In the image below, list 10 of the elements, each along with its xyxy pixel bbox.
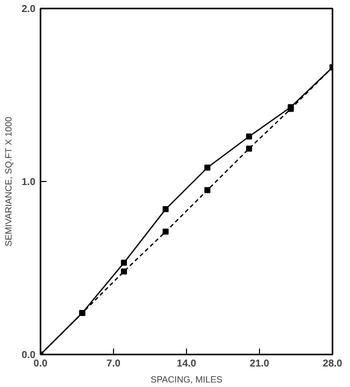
x-tick-label: 7.0 <box>106 358 121 370</box>
x-tick-label: 21.0 <box>250 358 270 370</box>
y-tick-label: 2.0 <box>22 4 36 15</box>
x-tick-label: 0.0 <box>34 358 48 370</box>
x-tick-label: 14.0 <box>176 358 197 370</box>
x-tick-label: 28.0 <box>322 358 343 370</box>
x-axis-title: SPACING, MILES <box>150 374 222 384</box>
y-axis-title: SEMIVARIANCE, SQ.FT X 1000 <box>4 116 14 246</box>
y-tick-label: 1.0 <box>22 177 36 188</box>
y-tick-label: 0.0 <box>22 350 36 361</box>
